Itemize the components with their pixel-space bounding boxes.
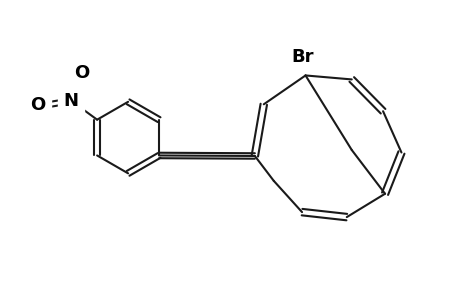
Text: Br: Br bbox=[291, 48, 313, 66]
Text: O: O bbox=[30, 96, 45, 114]
Text: N: N bbox=[64, 92, 78, 110]
Text: O: O bbox=[74, 64, 90, 82]
